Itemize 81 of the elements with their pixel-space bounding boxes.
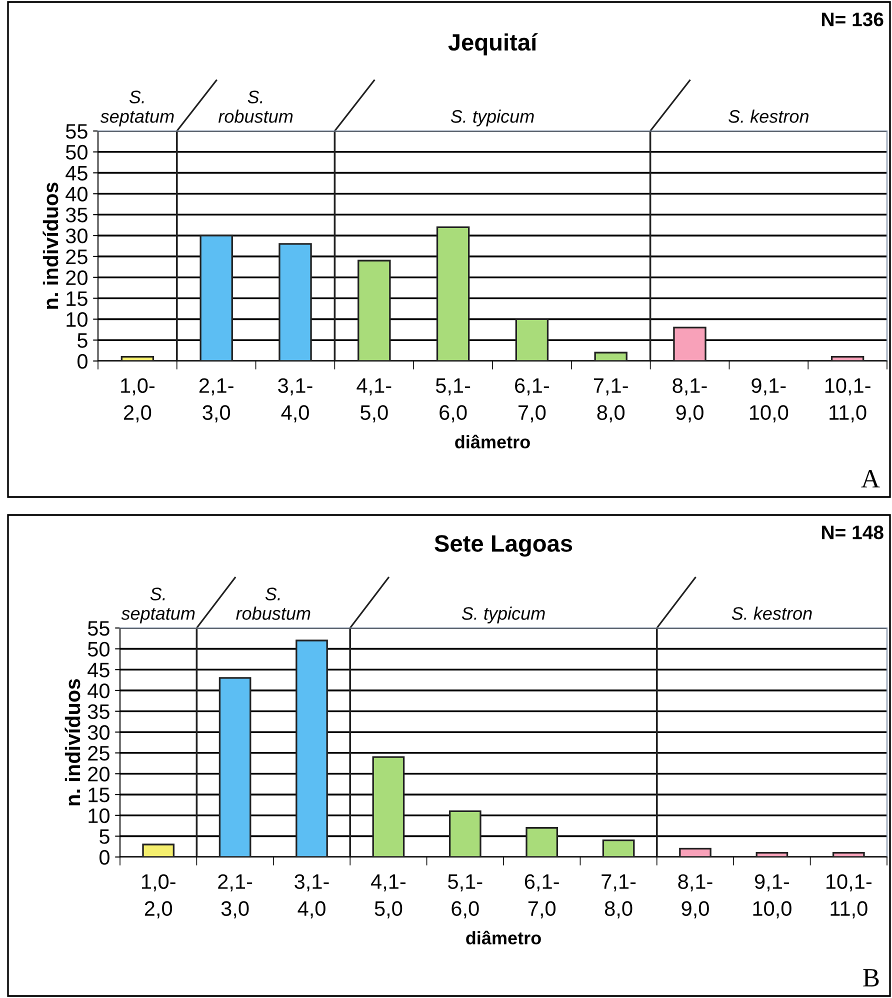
bar: [526, 827, 558, 857]
y-tick-label: 40: [66, 186, 88, 202]
y-tick-label: 40: [88, 683, 110, 698]
x-tick-label: 9,1- 10,0: [750, 378, 788, 422]
x-tick-label: 2,1- 3,0: [199, 378, 234, 422]
y-tick-label: 55: [66, 124, 88, 139]
bar: [436, 226, 470, 361]
bar: [756, 852, 788, 857]
bar: [594, 352, 628, 361]
x-axis-title: diâmetro: [466, 930, 541, 944]
text: A: [861, 470, 880, 488]
chart-title: Sete Lagoas: [434, 535, 572, 557]
text: S. robustum: [236, 588, 310, 620]
text: S. septatum: [100, 90, 174, 126]
x-tick-label: 2,1- 3,0: [218, 874, 252, 918]
x-tick-label: 3,1- 4,0: [294, 874, 329, 918]
x-tick-label: 5,1- 6,0: [448, 874, 482, 918]
x-tick-label: 4,1- 5,0: [356, 378, 392, 422]
x-tick-label: 7,1- 8,0: [594, 378, 628, 422]
y-tick-label: 25: [88, 746, 110, 761]
text: S. typicum: [462, 606, 545, 624]
bar: [278, 243, 312, 361]
x-tick-label: 6,1- 7,0: [524, 874, 559, 918]
chart-title: Jequitaí: [448, 33, 538, 56]
y-tick-label: 5: [78, 333, 88, 348]
text: N= 136: [822, 12, 884, 26]
x-tick-label: 6,1- 7,0: [515, 378, 549, 422]
y-tick-label: 45: [66, 166, 88, 181]
bar: [120, 356, 154, 361]
bar: [515, 318, 549, 361]
bar: [602, 840, 635, 857]
x-tick-label: 7,1- 8,0: [602, 874, 636, 918]
x-tick-label: 8,1- 9,0: [672, 378, 707, 422]
bar: [832, 852, 865, 857]
text: B: [863, 969, 879, 986]
y-tick-label: 35: [66, 208, 88, 222]
bar: [218, 677, 252, 857]
x-tick-label: 10,1- 11,0: [826, 874, 872, 918]
y-tick-label: 15: [88, 788, 110, 802]
y-tick-label: 20: [88, 766, 110, 782]
y-tick-label: 0: [78, 354, 88, 369]
y-tick-label: 15: [66, 291, 88, 306]
y-tick-label: 45: [88, 662, 110, 678]
y-tick-label: 30: [88, 725, 110, 740]
bar: [142, 844, 175, 857]
x-tick-label: 1,0- 2,0: [121, 378, 154, 422]
y-tick-label: 30: [66, 228, 88, 244]
bar: [358, 260, 391, 361]
x-tick-label: 4,1- 5,0: [370, 874, 406, 918]
y-tick-label: 10: [88, 808, 110, 824]
bar: [448, 810, 482, 857]
y-tick-label: 50: [88, 642, 110, 657]
x-tick-label: 5,1- 6,0: [436, 378, 470, 422]
bar: [372, 756, 405, 857]
bar: [296, 640, 328, 857]
text: S. robustum: [218, 90, 293, 123]
bar: [673, 326, 706, 361]
text: S. typicum: [450, 110, 534, 126]
y-tick-label: 35: [88, 704, 110, 720]
y-axis-title: n. indivíduos: [42, 182, 58, 309]
bar: [679, 848, 712, 857]
y-tick-label: 20: [66, 270, 88, 286]
x-tick-label: 9,1- 10,0: [753, 874, 792, 918]
x-tick-label: 3,1- 4,0: [278, 378, 312, 422]
text: N= 148: [822, 526, 884, 540]
bar: [830, 356, 864, 361]
y-tick-label: 55: [88, 621, 110, 636]
text: S. kestron: [728, 110, 808, 123]
text: S. kestron: [732, 606, 812, 620]
x-tick-label: 8,1- 9,0: [678, 874, 712, 918]
y-tick-label: 50: [66, 144, 88, 160]
bar: [200, 234, 233, 361]
y-tick-label: 5: [100, 829, 110, 844]
x-axis-title: diâmetro: [455, 434, 530, 448]
y-tick-label: 25: [66, 249, 88, 264]
x-tick-label: 10,1- 11,0: [825, 378, 870, 422]
y-tick-label: 0: [100, 850, 110, 865]
text: S. septatum: [121, 588, 195, 624]
y-tick-label: 10: [66, 312, 88, 327]
y-axis-title: n. indivíduos: [64, 679, 80, 806]
x-tick-label: 1,0- 2,0: [142, 874, 176, 918]
